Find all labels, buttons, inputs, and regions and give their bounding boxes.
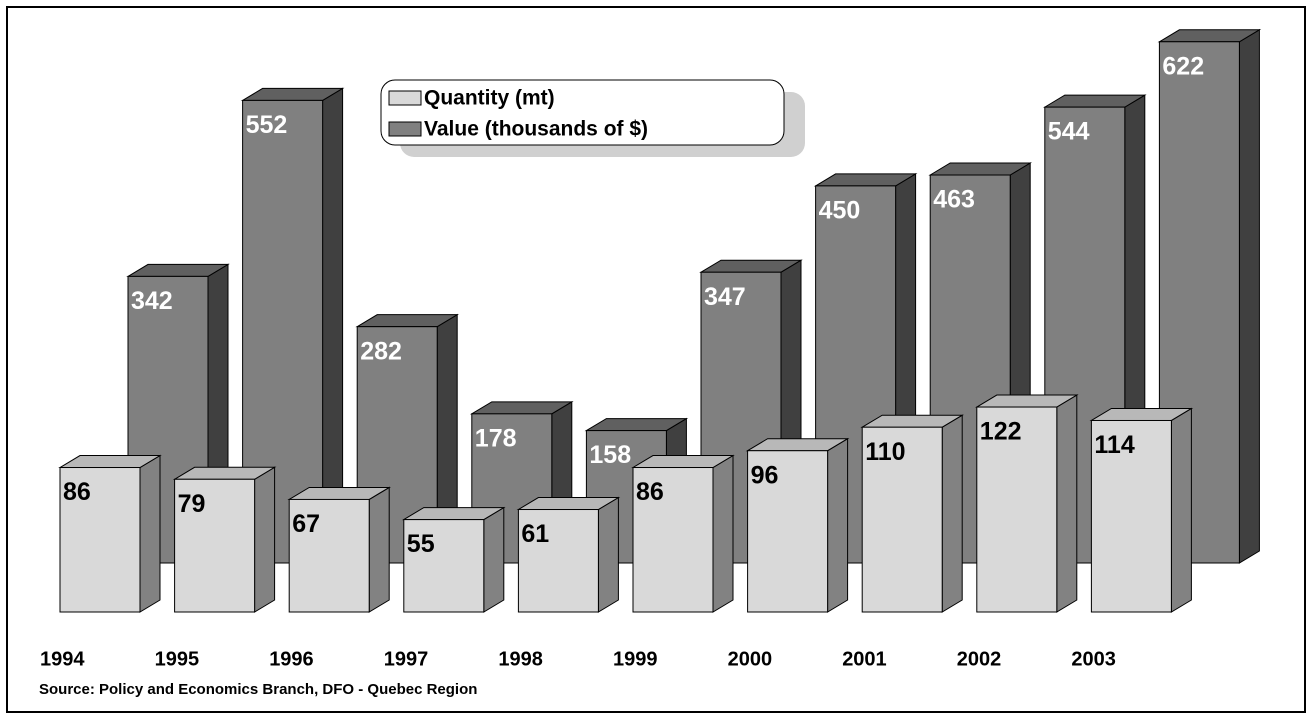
x-tick-label: 1998 — [498, 648, 543, 670]
x-tick-label: 1995 — [155, 648, 200, 670]
bar-side — [1056, 394, 1078, 613]
bar-side — [483, 506, 505, 613]
x-tick-label: 2001 — [842, 648, 887, 670]
bar-side — [1170, 407, 1192, 613]
data-label: 552 — [246, 111, 288, 139]
bar — [1157, 28, 1262, 564]
data-label: 114 — [1094, 431, 1134, 459]
data-label: 463 — [933, 186, 975, 214]
x-tick-label: 2002 — [957, 648, 1002, 670]
bar-side — [827, 437, 849, 613]
data-label: 347 — [704, 283, 746, 311]
x-tick-label: 1994 — [40, 648, 85, 670]
legend-swatch — [388, 90, 422, 106]
x-tick-label: 1997 — [384, 648, 429, 670]
data-label: 96 — [751, 461, 779, 489]
bar — [1089, 407, 1194, 613]
legend-swatch — [388, 121, 422, 137]
data-label: 622 — [1162, 52, 1204, 80]
bar-face — [288, 498, 370, 613]
legend-label: Value (thousands of $) — [424, 118, 648, 141]
data-label: 55 — [407, 530, 435, 558]
data-label: 110 — [865, 438, 905, 466]
bar — [974, 394, 1079, 613]
bar-side — [712, 454, 734, 613]
bar-side — [139, 454, 161, 613]
data-label: 178 — [475, 424, 517, 452]
bar — [287, 486, 392, 613]
bar-side — [254, 466, 276, 613]
bar-face — [1090, 419, 1172, 613]
bar-face — [747, 450, 829, 613]
data-label: 79 — [178, 490, 206, 518]
bar — [401, 506, 506, 613]
x-tick-label: 1996 — [269, 648, 314, 670]
bar-side — [597, 496, 619, 613]
bar-face — [632, 467, 714, 613]
bar-side — [1238, 28, 1260, 564]
data-label: 282 — [360, 337, 402, 365]
bar — [745, 437, 850, 613]
data-label: 544 — [1048, 118, 1090, 146]
bar — [516, 496, 621, 613]
bar-side — [368, 486, 390, 613]
bar — [631, 454, 735, 613]
data-label: 86 — [63, 478, 91, 506]
bar-face — [976, 406, 1058, 613]
data-label: 61 — [521, 520, 549, 548]
plot-area: 342 552 282 178 158 347 450 463 544 622 86 79 67 55 61… — [58, 28, 1262, 613]
bar — [58, 454, 162, 613]
bar-face — [174, 478, 256, 613]
data-label: 450 — [819, 197, 861, 225]
legend — [380, 79, 785, 146]
data-label: 122 — [980, 418, 1022, 446]
bar-face — [517, 509, 599, 613]
data-label: 158 — [589, 441, 631, 469]
bar-face — [403, 519, 485, 613]
source-note: Source: Policy and Economics Branch, DFO… — [39, 681, 477, 698]
x-tick-label: 2000 — [728, 648, 773, 670]
x-tick-label: 1999 — [613, 648, 658, 670]
data-label: 67 — [292, 510, 320, 538]
bar — [860, 414, 965, 613]
bar-face — [59, 467, 141, 613]
data-label: 86 — [636, 478, 664, 506]
x-tick-label: 2003 — [1071, 648, 1116, 670]
bar — [172, 466, 277, 613]
bar-face — [861, 426, 943, 613]
legend-label: Quantity (mt) — [424, 87, 555, 110]
data-label: 342 — [131, 287, 173, 315]
bar-side — [941, 414, 963, 613]
